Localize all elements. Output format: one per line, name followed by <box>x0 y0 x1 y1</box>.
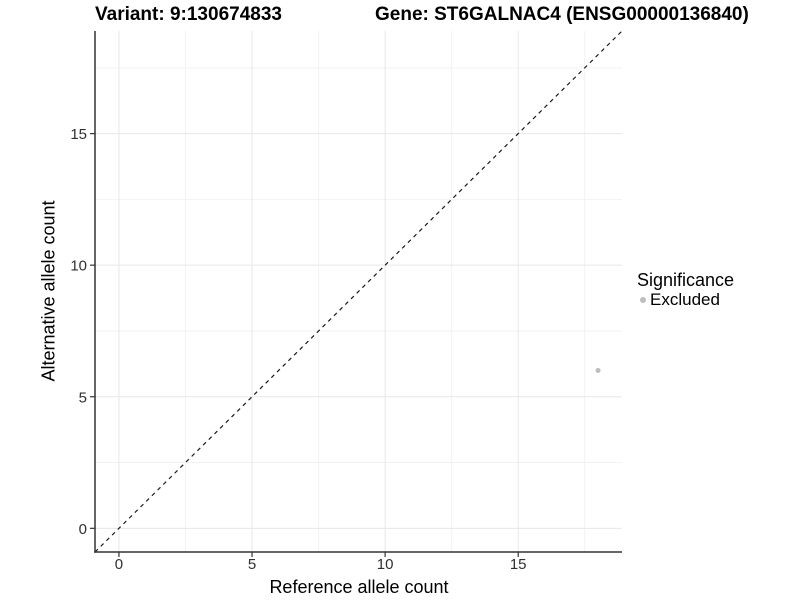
y-tick-label: 15 <box>70 126 87 143</box>
data-point <box>595 367 601 373</box>
y-tick-label: 10 <box>70 258 87 275</box>
x-tick-label: 10 <box>377 556 394 573</box>
y-tick-label: 0 <box>79 521 87 538</box>
variant-title: Variant: 9:130674833 <box>95 4 282 25</box>
x-tick-label: 15 <box>510 556 527 573</box>
x-axis-title: Reference allele count <box>269 577 449 597</box>
legend-item-excluded: Excluded <box>637 290 734 310</box>
legend-circle-marker-icon <box>640 297 646 303</box>
y-tick-label: 5 <box>79 389 87 406</box>
legend-title: Significance <box>637 270 735 290</box>
legend-item-label: Excluded <box>650 290 720 309</box>
legend: Significance Excluded <box>637 270 734 310</box>
x-tick-label: 0 <box>115 556 123 573</box>
identity-line <box>94 30 623 553</box>
x-tick-label: 5 <box>248 556 256 573</box>
gene-title: Gene: ST6GALNAC4 (ENSG00000136840) <box>375 4 749 25</box>
